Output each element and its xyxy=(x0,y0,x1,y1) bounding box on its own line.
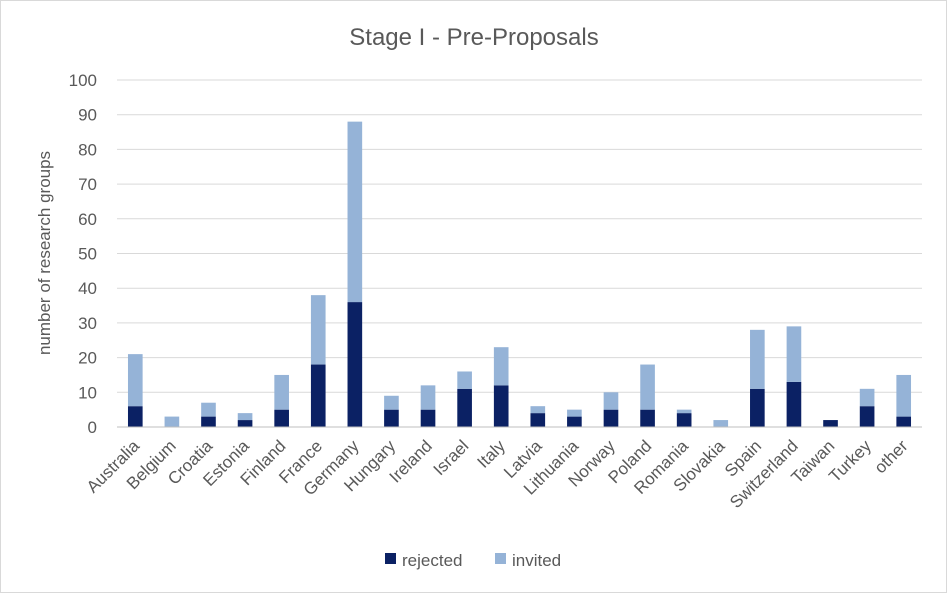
y-tick-label: 90 xyxy=(78,106,97,125)
y-tick-label: 10 xyxy=(78,383,97,402)
bar-segment-invited xyxy=(493,347,509,386)
legend-label-invited: invited xyxy=(512,551,561,570)
bar-segment-rejected xyxy=(310,364,326,427)
bar-segment-rejected xyxy=(823,420,838,427)
bar-segment-invited xyxy=(164,416,180,427)
bar-segment-invited xyxy=(420,385,436,410)
bar-segment-invited xyxy=(457,371,472,389)
bar-segment-invited xyxy=(786,326,802,382)
y-tick-label: 50 xyxy=(78,245,97,264)
y-tick-label: 30 xyxy=(78,314,97,333)
bar-segment-rejected xyxy=(859,406,875,427)
bar-segment-rejected xyxy=(457,388,472,427)
bar-segment-invited xyxy=(237,413,253,421)
bar-segment-invited xyxy=(274,374,289,410)
bars xyxy=(127,121,912,427)
bar-segment-invited xyxy=(676,409,692,414)
x-tick-label: other xyxy=(871,436,912,477)
bar-segment-rejected xyxy=(237,420,253,427)
bar-segment-rejected xyxy=(640,409,655,427)
y-axis-ticks: 0 10 20 30 40 50 60 70 80 90 100 xyxy=(69,71,97,437)
bar-segment-rejected xyxy=(750,388,765,427)
y-tick-label: 100 xyxy=(69,71,97,90)
bar-segment-invited xyxy=(384,395,399,410)
bar-segment-invited xyxy=(127,354,143,407)
bar-segment-invited xyxy=(603,392,619,410)
legend-swatch-rejected xyxy=(385,553,396,564)
y-tick-label: 60 xyxy=(78,210,97,229)
bar-segment-rejected xyxy=(127,406,143,427)
bar-segment-rejected xyxy=(420,409,436,427)
bar-segment-rejected xyxy=(274,409,289,427)
x-tick-label: Israel xyxy=(430,436,473,479)
x-tick-label: Turkey xyxy=(825,436,875,486)
bar-segment-rejected xyxy=(896,416,912,427)
bar-segment-rejected xyxy=(384,409,399,427)
bar-segment-invited xyxy=(640,364,655,410)
legend-swatch-invited xyxy=(495,553,506,564)
bar-segment-rejected xyxy=(676,413,692,427)
legend: rejected invited xyxy=(385,551,561,570)
bar-segment-invited xyxy=(347,121,363,303)
y-tick-label: 0 xyxy=(88,418,97,437)
y-tick-label: 20 xyxy=(78,349,97,368)
legend-label-rejected: rejected xyxy=(402,551,462,570)
bar-segment-invited xyxy=(201,402,216,417)
bar-segment-rejected xyxy=(530,413,546,427)
bar-segment-invited xyxy=(896,374,912,417)
bar-segment-rejected xyxy=(603,409,619,427)
y-tick-label: 80 xyxy=(78,140,97,159)
x-axis-ticks: AustraliaBelgiumCroatiaEstoniaFinlandFra… xyxy=(83,436,912,512)
bar-segment-rejected xyxy=(347,302,363,427)
bar-segment-rejected xyxy=(493,385,509,427)
chart-title: Stage I - Pre-Proposals xyxy=(349,24,598,51)
bar-segment-invited xyxy=(567,409,582,417)
y-axis-label: number of research groups xyxy=(35,151,54,355)
bar-segment-rejected xyxy=(567,416,582,427)
y-tick-label: 40 xyxy=(78,279,97,298)
bar-segment-invited xyxy=(859,388,875,407)
gridlines xyxy=(117,79,922,393)
bar-segment-invited xyxy=(750,329,765,389)
bar-segment-invited xyxy=(713,420,729,427)
bar-segment-invited xyxy=(530,406,546,414)
bar-segment-invited xyxy=(310,295,326,365)
y-tick-label: 70 xyxy=(78,175,97,194)
bar-segment-rejected xyxy=(786,381,802,427)
bar-segment-rejected xyxy=(201,416,216,427)
